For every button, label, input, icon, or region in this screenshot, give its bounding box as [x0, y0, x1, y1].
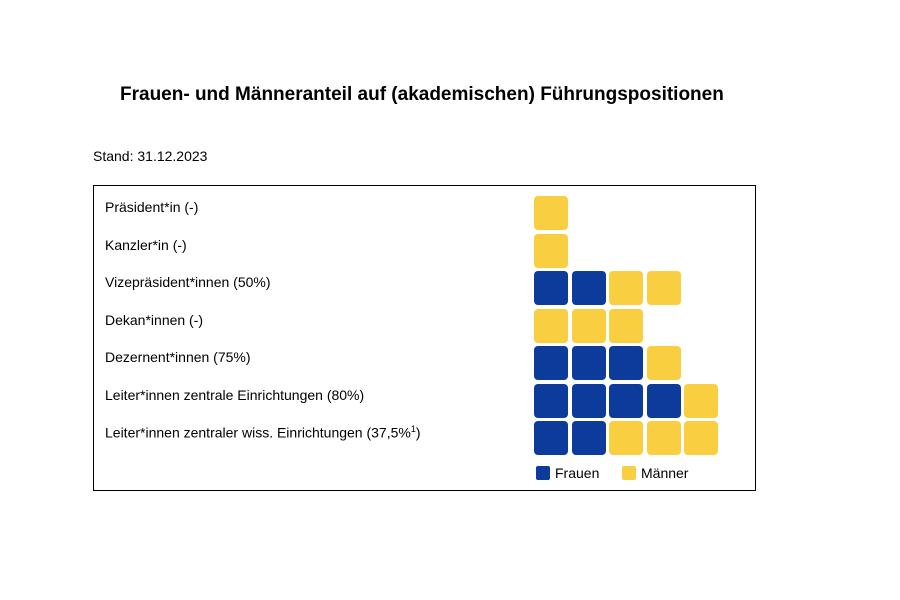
row-label: Dekan*innen (-) — [105, 312, 203, 328]
legend-maenner-label: Männer — [641, 465, 689, 481]
waffle-cell-maenner — [684, 383, 718, 418]
waffle-cell-frauen — [534, 383, 568, 418]
row-label-text: Präsident*in (-) — [105, 199, 199, 215]
row-label: Leiter*innen zentraler wiss. Einrichtung… — [105, 424, 421, 441]
waffle-cell-maenner — [609, 308, 643, 343]
row-label-text: Leiter*innen zentraler wiss. Einrichtung… — [105, 424, 411, 441]
row-label-footnote: 1 — [410, 424, 416, 434]
stand-date: Stand: 31.12.2023 — [93, 148, 208, 164]
row-label-text: Vizepräsident*innen (50%) — [105, 274, 271, 290]
waffle-cell-frauen — [646, 383, 681, 418]
waffle-cell-frauen — [609, 383, 643, 418]
waffle-cell-maenner — [571, 308, 606, 343]
waffle-cell-frauen — [534, 271, 568, 305]
waffle-cell-maenner — [609, 271, 643, 305]
legend-frauen-swatch — [536, 466, 550, 480]
waffle-cell-frauen — [534, 346, 568, 380]
row-label-text: Leiter*innen zentrale Einrichtungen (80%… — [105, 386, 365, 403]
chart-title: Frauen- und Männeranteil auf (akademisch… — [120, 84, 724, 105]
waffle-cell-frauen — [534, 421, 568, 455]
waffle-cell-frauen — [571, 271, 606, 305]
row-label-text: Dekan*innen (-) — [105, 311, 204, 328]
row-label: Leiter*innen zentrale Einrichtungen (80%… — [105, 387, 364, 403]
legend-maenner-swatch — [622, 466, 636, 480]
waffle-cell-frauen — [609, 346, 643, 380]
row-label: Vizepräsident*innen (50%) — [105, 274, 271, 290]
row-label: Kanzler*in (-) — [105, 237, 187, 253]
waffle-cell-maenner — [646, 346, 681, 380]
waffle-cell-frauen — [571, 346, 606, 380]
row-label: Präsident*in (-) — [105, 199, 198, 215]
legend-frauen-label: Frauen — [555, 465, 600, 481]
waffle-cell-maenner — [684, 421, 718, 455]
row-label: Dezernent*innen (75%) — [105, 349, 251, 365]
waffle-cell-maenner — [609, 421, 643, 455]
waffle-cell-maenner — [646, 271, 681, 305]
waffle-cell-frauen — [571, 421, 606, 455]
chart-frame: Frauen Männer Präsident*in (-) Kanzler*in… — [93, 185, 756, 491]
waffle-cell-maenner — [646, 421, 681, 455]
row-label-suffix: ) — [415, 424, 421, 441]
row-label-text: Kanzler*in (-) — [105, 236, 187, 253]
waffle-cell-maenner — [534, 233, 568, 268]
row-label-text: Dezernent*innen (75%) — [105, 349, 251, 365]
waffle-cell-frauen — [571, 383, 606, 418]
waffle-cell-maenner — [534, 196, 568, 230]
waffle-cell-maenner — [534, 308, 568, 343]
